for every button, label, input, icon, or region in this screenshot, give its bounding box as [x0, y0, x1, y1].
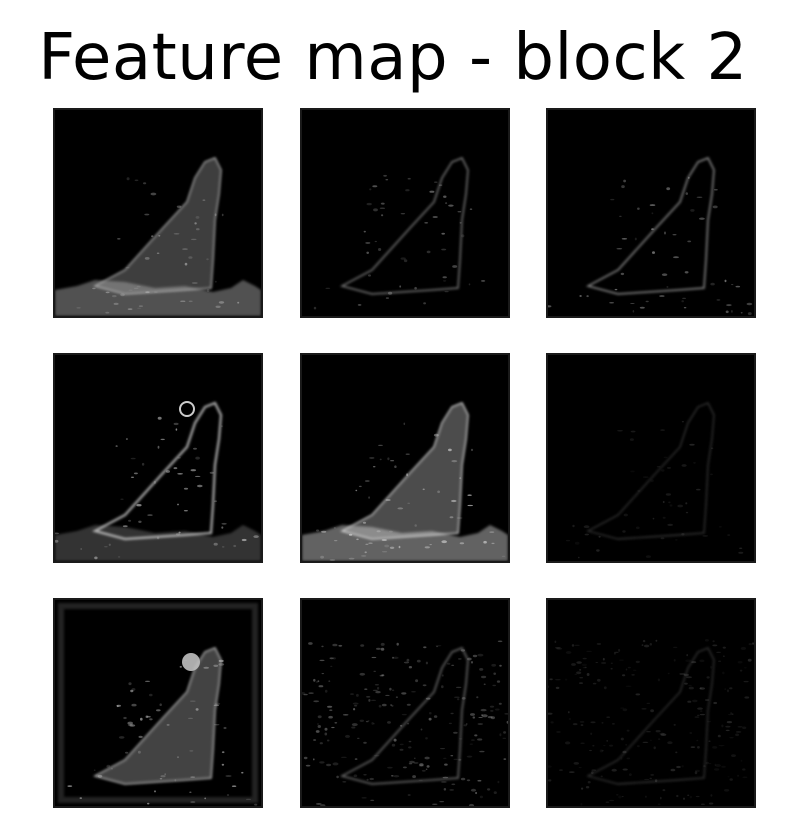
feature-map-r2-c2 [300, 353, 510, 563]
feature-map-r2-c3 [546, 353, 756, 563]
feature-map-image [302, 640, 508, 806]
feature-map-image [302, 402, 508, 561]
feature-map-r3-c1 [53, 598, 263, 808]
feature-map-r1-c3 [546, 108, 756, 318]
feature-map-image [313, 157, 486, 310]
feature-map-image [548, 157, 753, 316]
feature-map-r1-c2 [300, 108, 510, 318]
feature-map-r3-c3 [546, 598, 756, 808]
feature-map-r2-c1 [53, 353, 263, 563]
feature-map-image [55, 157, 261, 316]
feature-map-image [548, 639, 754, 806]
feature-map-r3-c2 [300, 598, 510, 808]
feature-map-image [58, 603, 258, 806]
feature-map-image [565, 402, 744, 559]
feature-map-image [55, 401, 261, 561]
figure-title: Feature map - block 2 [38, 21, 748, 95]
feature-map-r1-c1 [53, 108, 263, 318]
